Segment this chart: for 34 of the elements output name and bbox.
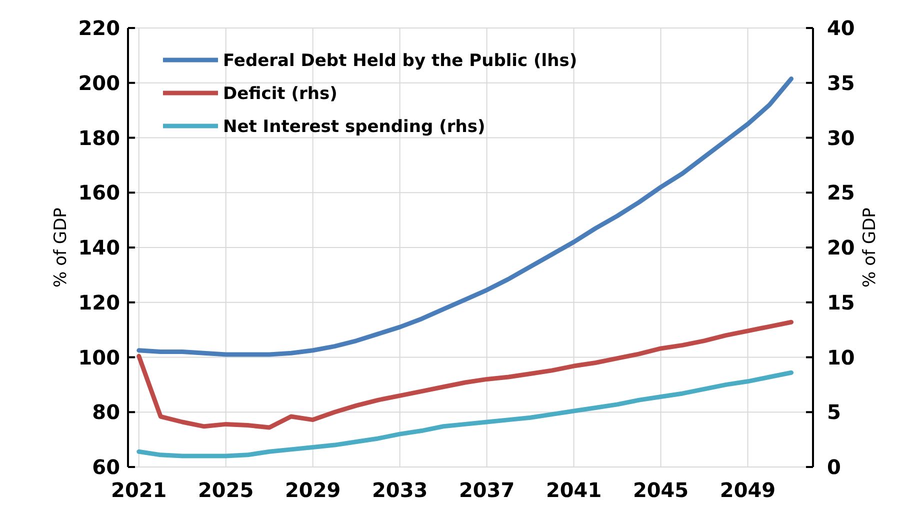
y-tick-label: 100 (78, 345, 120, 370)
x-tick-label: 2037 (458, 478, 515, 502)
legend-label: Deficit (rhs) (223, 84, 338, 104)
y2-tick-label: 40 (827, 16, 855, 40)
y-tick-label: 80 (92, 400, 120, 424)
y2-tick-label: 30 (827, 126, 855, 150)
legend-label: Net Interest spending (rhs) (223, 116, 486, 137)
y-tick-label: 220 (78, 16, 120, 40)
y2-tick-label: 35 (827, 70, 855, 95)
y-tick-label: 140 (78, 236, 120, 260)
y2-tick-label: 5 (827, 400, 841, 424)
y-tick-label: 180 (78, 126, 120, 150)
y-tick-label: 60 (92, 455, 120, 479)
y-tick-label: 120 (78, 290, 120, 314)
y2-tick-label: 15 (827, 290, 855, 314)
y2-tick-label: 20 (827, 236, 855, 260)
y2-axis-title: % of GDP (860, 208, 880, 288)
x-tick-label: 2045 (632, 478, 689, 502)
x-tick-label: 2033 (372, 478, 428, 502)
line-series (136, 370, 794, 458)
x-tick-label: 2029 (285, 478, 341, 502)
x-tick-label: 2021 (111, 478, 167, 502)
line-series (136, 76, 794, 357)
line-series (136, 320, 794, 430)
y-tick-label: 160 (78, 180, 120, 205)
x-tick-label: 2025 (198, 478, 254, 502)
x-tick-label: 2049 (720, 478, 776, 502)
x-tick-label: 2041 (546, 478, 602, 502)
y-axis-title: % of GDP (51, 208, 71, 288)
y-tick-label: 200 (78, 70, 120, 95)
y2-tick-label: 0 (827, 455, 841, 479)
legend-label: Federal Debt Held by the Public (lhs) (223, 50, 578, 71)
y2-tick-label: 10 (827, 345, 855, 370)
y2-tick-label: 25 (827, 180, 855, 205)
